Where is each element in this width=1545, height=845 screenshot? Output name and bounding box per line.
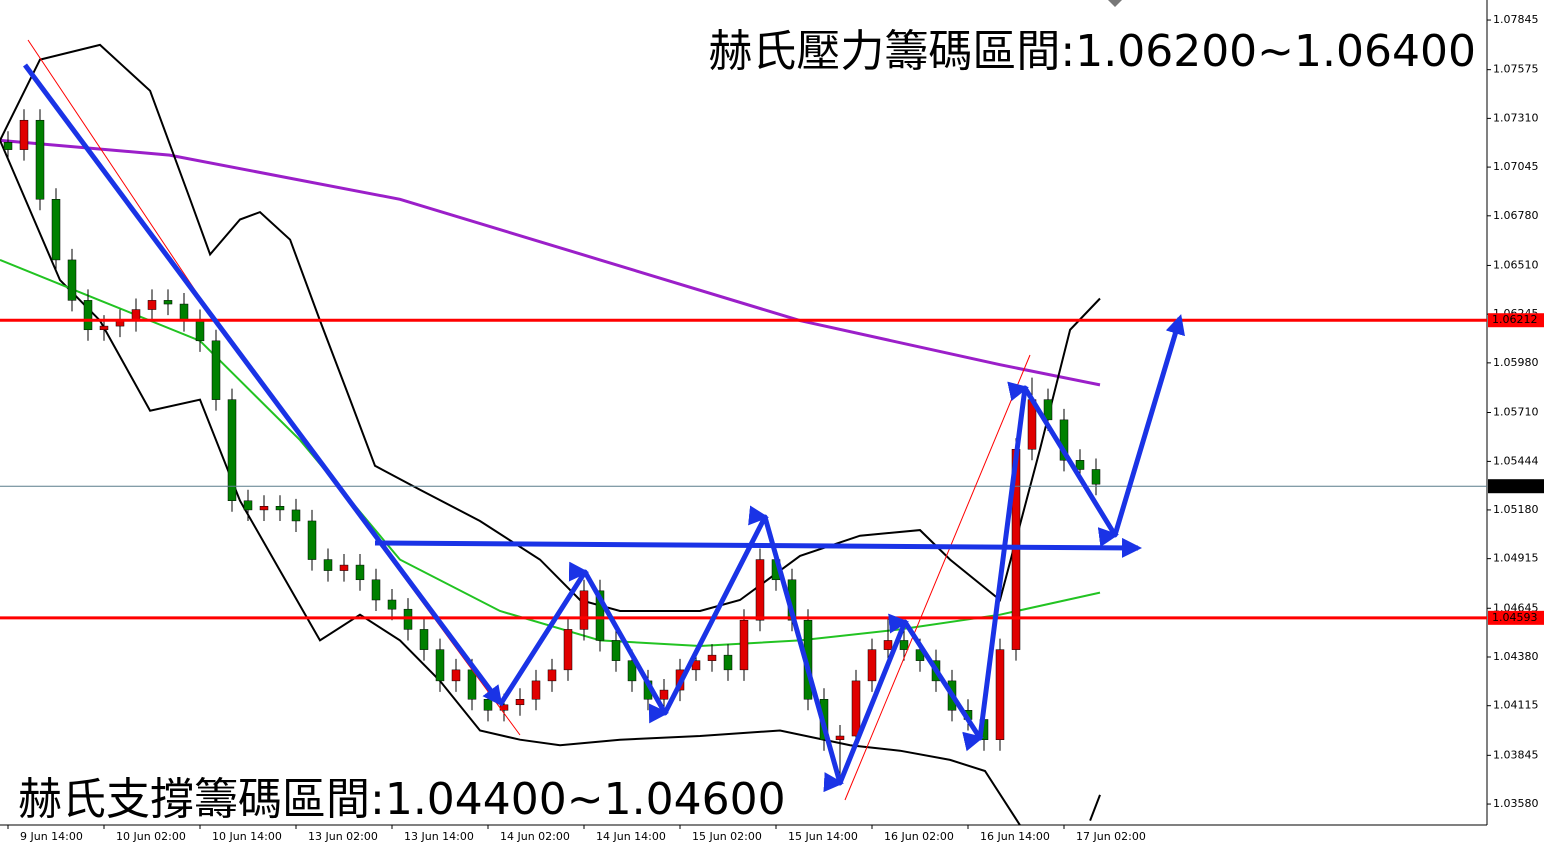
x-tick-label: 13 Jun 02:00 bbox=[308, 830, 378, 843]
y-tick-label: 1.06780 bbox=[1493, 209, 1539, 222]
candle-body bbox=[1075, 460, 1085, 470]
candle-body bbox=[307, 520, 317, 560]
candle-body bbox=[323, 559, 333, 571]
candle-body bbox=[387, 599, 397, 610]
x-tick-label: 14 Jun 14:00 bbox=[596, 830, 666, 843]
y-tick-label: 1.04115 bbox=[1493, 699, 1539, 712]
candle-body bbox=[83, 300, 93, 331]
resistance-annotation: 赫氏壓力籌碼區間:1.06200~1.06400 bbox=[708, 26, 1476, 77]
x-tick-label: 10 Jun 02:00 bbox=[116, 830, 186, 843]
candle-body bbox=[419, 629, 429, 650]
candle-body bbox=[291, 509, 301, 522]
price-tag bbox=[1488, 610, 1544, 625]
candle-body bbox=[867, 649, 877, 682]
candle-body bbox=[579, 590, 589, 630]
y-tick-label: 1.03580 bbox=[1493, 797, 1539, 810]
price-tag-label: 1.04593 bbox=[1492, 611, 1538, 624]
candle-body bbox=[531, 680, 541, 700]
candle-body bbox=[515, 699, 525, 706]
candle-body bbox=[179, 303, 189, 321]
candle-body bbox=[211, 340, 221, 400]
candle-body bbox=[227, 399, 237, 501]
price-tag-label: 1.06212 bbox=[1492, 313, 1538, 326]
candle-body bbox=[755, 559, 765, 621]
candle-body bbox=[371, 579, 381, 601]
y-tick-label: 1.07045 bbox=[1493, 160, 1539, 173]
candle-body bbox=[67, 259, 77, 301]
candle-body bbox=[707, 654, 717, 661]
candle-body bbox=[563, 629, 573, 671]
candle-body bbox=[483, 699, 493, 711]
candle-body bbox=[355, 564, 365, 581]
candle-body bbox=[995, 649, 1005, 740]
x-tick-label: 16 Jun 14:00 bbox=[980, 830, 1050, 843]
candle-body bbox=[835, 735, 845, 740]
candle-body bbox=[851, 680, 861, 737]
candle-body bbox=[19, 119, 29, 150]
candle-body bbox=[547, 669, 557, 682]
x-tick-label: 15 Jun 14:00 bbox=[788, 830, 858, 843]
candle-body bbox=[147, 300, 157, 310]
candle-body bbox=[163, 300, 173, 305]
x-tick-label: 16 Jun 02:00 bbox=[884, 830, 954, 843]
shift-marker bbox=[1108, 0, 1122, 7]
x-tick-label: 10 Jun 14:00 bbox=[212, 830, 282, 843]
x-tick-label: 9 Jun 14:00 bbox=[20, 830, 83, 843]
price-tag bbox=[1488, 479, 1544, 494]
candle-body bbox=[3, 142, 13, 150]
candle-body bbox=[243, 500, 253, 511]
support-annotation: 赫氏支撐籌碼區間:1.04400~1.04600 bbox=[18, 774, 786, 825]
arrow bbox=[497, 314, 1185, 793]
arrow bbox=[374, 537, 1142, 558]
x-tick-label: 14 Jun 02:00 bbox=[500, 830, 570, 843]
y-tick-label: 1.05444 bbox=[1493, 454, 1539, 467]
candle-body bbox=[35, 119, 45, 200]
price-tag bbox=[1488, 313, 1544, 328]
y-tick-label: 1.05180 bbox=[1493, 503, 1539, 516]
candle-body bbox=[275, 506, 285, 511]
y-tick-label: 1.07845 bbox=[1493, 13, 1539, 26]
candle-body bbox=[899, 640, 909, 650]
y-tick-label: 1.05710 bbox=[1493, 406, 1539, 419]
x-tick-label: 15 Jun 02:00 bbox=[692, 830, 762, 843]
candle-body bbox=[195, 320, 205, 342]
y-tick-label: 1.04380 bbox=[1493, 650, 1539, 663]
drawings bbox=[22, 39, 1185, 801]
candle-body bbox=[659, 689, 669, 700]
candle-body bbox=[259, 506, 269, 511]
x-tick-label: 13 Jun 14:00 bbox=[404, 830, 474, 843]
y-tick-label: 1.05980 bbox=[1493, 356, 1539, 369]
candle-body bbox=[451, 669, 461, 682]
candle-body bbox=[1091, 469, 1101, 485]
y-tick-label: 1.04915 bbox=[1493, 552, 1539, 565]
y-tick-label: 1.07310 bbox=[1493, 111, 1539, 124]
x-tick-label: 17 Jun 02:00 bbox=[1076, 830, 1146, 843]
y-tick-label: 1.07575 bbox=[1493, 63, 1539, 76]
candle-body bbox=[435, 649, 445, 682]
candle-body bbox=[339, 564, 349, 571]
candle-body bbox=[51, 199, 61, 261]
arrow bbox=[22, 63, 503, 707]
candle-body bbox=[739, 619, 749, 671]
y-tick-label: 1.06510 bbox=[1493, 258, 1539, 271]
candle-body bbox=[611, 640, 621, 661]
y-tick-label: 1.03845 bbox=[1493, 748, 1539, 761]
candle-body bbox=[883, 640, 893, 650]
candle-body bbox=[723, 654, 733, 671]
candle-body bbox=[99, 325, 109, 331]
price-tag-label: 1.05309 bbox=[1492, 479, 1538, 492]
